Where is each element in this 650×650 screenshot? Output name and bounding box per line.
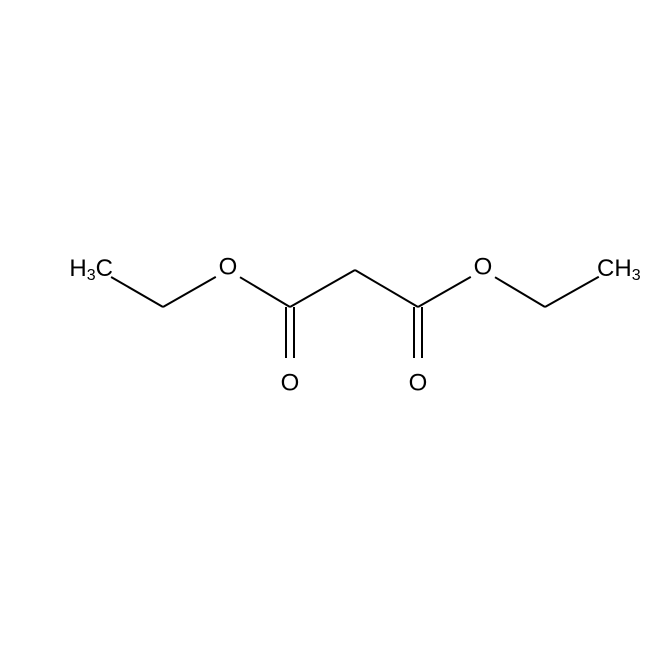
- atom-label: O: [219, 253, 238, 280]
- bond-line: [240, 277, 290, 307]
- atom-label: O: [474, 253, 493, 280]
- bond-line: [545, 277, 599, 307]
- bond-line: [418, 277, 471, 307]
- atom-label: CH3: [597, 255, 641, 284]
- atom-label: O: [409, 369, 428, 396]
- bond-line: [495, 277, 545, 307]
- bond-line: [290, 270, 355, 307]
- atom-label: O: [281, 369, 300, 396]
- bond-line: [163, 277, 216, 307]
- bond-line: [355, 270, 418, 307]
- molecule-canvas: H3C O O O O CH3: [0, 0, 650, 650]
- bond-line: [111, 277, 163, 307]
- atom-label: H3C: [69, 255, 113, 284]
